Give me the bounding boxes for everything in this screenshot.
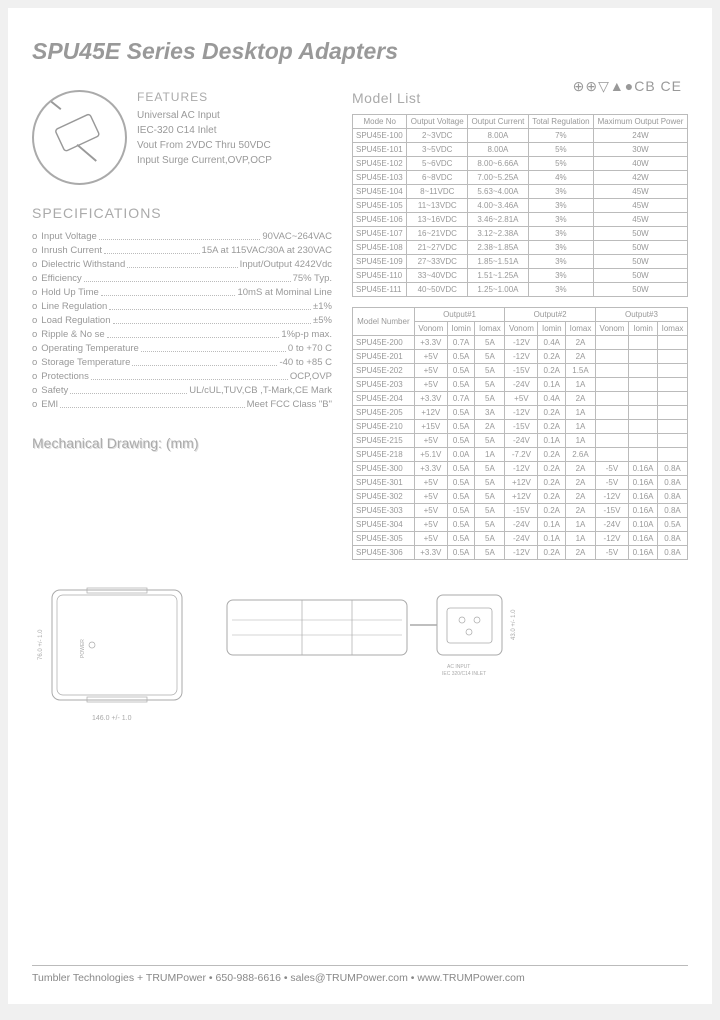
svg-text:43.0 +/- 1.0: 43.0 +/- 1.0 xyxy=(511,609,517,640)
dim-height: 76.0 +/- 1.0 xyxy=(38,629,44,660)
page-title: SPU45E Series Desktop Adapters xyxy=(32,38,688,65)
features-heading: FEATURES xyxy=(137,90,332,104)
mech-drawing-heading: Mechanical Drawing: (mm) xyxy=(32,435,332,451)
mechanical-drawings: POWER 76.0 +/- 1.0 146.0 +/- 1.0 43.0 +/… xyxy=(32,580,688,730)
svg-text:IEC 320/C14 INLET: IEC 320/C14 INLET xyxy=(442,671,486,677)
svg-text:AC INPUT: AC INPUT xyxy=(447,664,470,670)
certification-icons: ⊕⊕▽▲●CB CE xyxy=(573,78,682,95)
svg-text:POWER: POWER xyxy=(80,639,86,658)
product-image xyxy=(32,90,127,185)
model-table-2: Model NumberOutput#1Output#2Output#3 Von… xyxy=(352,307,688,560)
specs-heading: SPECIFICATIONS xyxy=(32,205,332,221)
dim-length: 146.0 +/- 1.0 xyxy=(92,715,132,722)
features-list: Universal AC InputIEC-320 C14 InletVout … xyxy=(137,108,332,168)
specs-list: oInput Voltage90VAC~264VACoInrush Curren… xyxy=(32,231,332,410)
model-table-1: Mode NoOutput VoltageOutput CurrentTotal… xyxy=(352,114,688,297)
footer-text: Tumbler Technologies + TRUMPower • 650-9… xyxy=(32,965,688,984)
